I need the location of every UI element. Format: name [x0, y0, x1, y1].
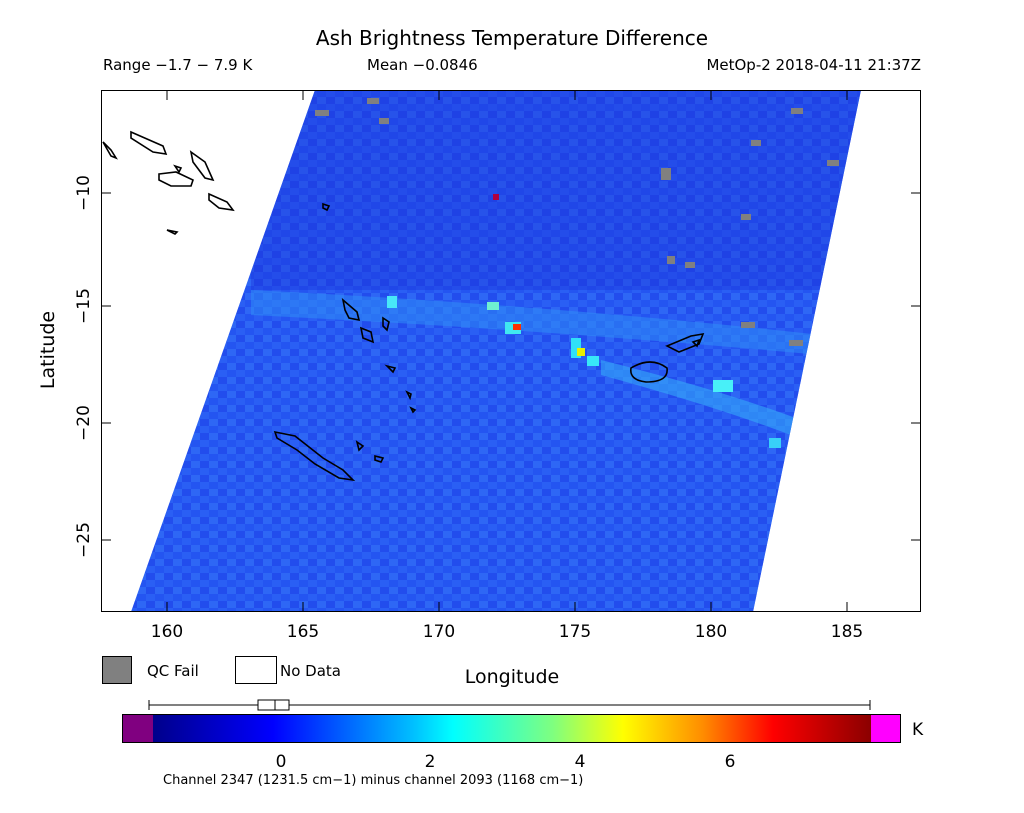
colorbar-unit: K — [912, 720, 924, 740]
colorbar-tick-label: 2 — [424, 752, 436, 772]
x-tick-label: 165 — [286, 622, 320, 642]
y-tick-label: −25 — [74, 522, 94, 558]
coastlines — [102, 130, 705, 482]
qc-fail-swatch — [102, 656, 132, 684]
no-data-label: No Data — [280, 662, 341, 680]
x-tick-label: 185 — [830, 622, 864, 642]
channel-footnote: Channel 2347 (1231.5 cm−1) minus channel… — [163, 773, 584, 788]
plot-frame — [101, 90, 921, 612]
data-distribution-boxplot — [148, 699, 871, 711]
colorbar-tick-label: 6 — [724, 752, 736, 772]
colorbar-tick-label: 0 — [275, 752, 287, 772]
x-tick-label: 160 — [150, 622, 184, 642]
qc-fail-label: QC Fail — [147, 662, 199, 680]
y-tick-label: −20 — [74, 405, 94, 441]
y-axis-label: Latitude — [37, 310, 59, 390]
colorbar — [122, 714, 901, 743]
satellite-swath — [131, 90, 861, 612]
y-tick-label: −10 — [74, 175, 94, 211]
y-tick-label: −15 — [74, 288, 94, 324]
x-axis-label: Longitude — [464, 666, 560, 688]
chart-title: Ash Brightness Temperature Difference — [315, 26, 709, 50]
no-data-swatch — [235, 656, 277, 684]
colorbar-tick-label: 4 — [574, 752, 586, 772]
ash-difference-map — [101, 90, 921, 612]
x-tick-label: 180 — [694, 622, 728, 642]
x-tick-label: 175 — [558, 622, 592, 642]
range-text: Range −1.7 − 7.9 K — [103, 56, 253, 74]
satellite-datetime-text: MetOp-2 2018-04-11 21:37Z — [706, 56, 921, 74]
x-tick-label: 170 — [422, 622, 456, 642]
mean-text: Mean −0.0846 — [367, 56, 478, 74]
